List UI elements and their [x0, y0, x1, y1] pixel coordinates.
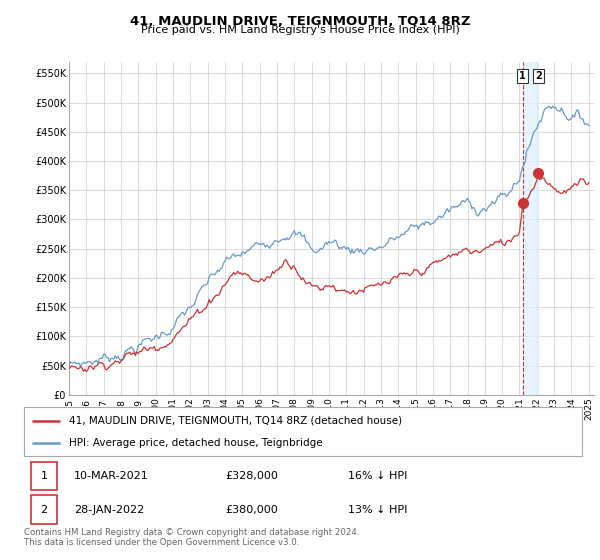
Text: 13% ↓ HPI: 13% ↓ HPI [347, 505, 407, 515]
Text: 2: 2 [41, 505, 47, 515]
Text: 10-MAR-2021: 10-MAR-2021 [74, 471, 149, 481]
Text: 1: 1 [41, 471, 47, 481]
Text: 41, MAUDLIN DRIVE, TEIGNMOUTH, TQ14 8RZ (detached house): 41, MAUDLIN DRIVE, TEIGNMOUTH, TQ14 8RZ … [68, 416, 402, 426]
Text: 28-JAN-2022: 28-JAN-2022 [74, 505, 145, 515]
Text: £328,000: £328,000 [225, 471, 278, 481]
Text: Contains HM Land Registry data © Crown copyright and database right 2024.
This d: Contains HM Land Registry data © Crown c… [24, 528, 359, 547]
Bar [523, 62, 538, 395]
Text: 1: 1 [520, 71, 526, 81]
Text: Price paid vs. HM Land Registry's House Price Index (HPI): Price paid vs. HM Land Registry's House … [140, 25, 460, 35]
Text: £380,000: £380,000 [225, 505, 278, 515]
FancyBboxPatch shape [31, 496, 58, 524]
Text: 16% ↓ HPI: 16% ↓ HPI [347, 471, 407, 481]
FancyBboxPatch shape [31, 462, 58, 490]
Text: 2: 2 [535, 71, 542, 81]
Text: HPI: Average price, detached house, Teignbridge: HPI: Average price, detached house, Teig… [68, 437, 322, 447]
Text: 41, MAUDLIN DRIVE, TEIGNMOUTH, TQ14 8RZ: 41, MAUDLIN DRIVE, TEIGNMOUTH, TQ14 8RZ [130, 15, 470, 27]
